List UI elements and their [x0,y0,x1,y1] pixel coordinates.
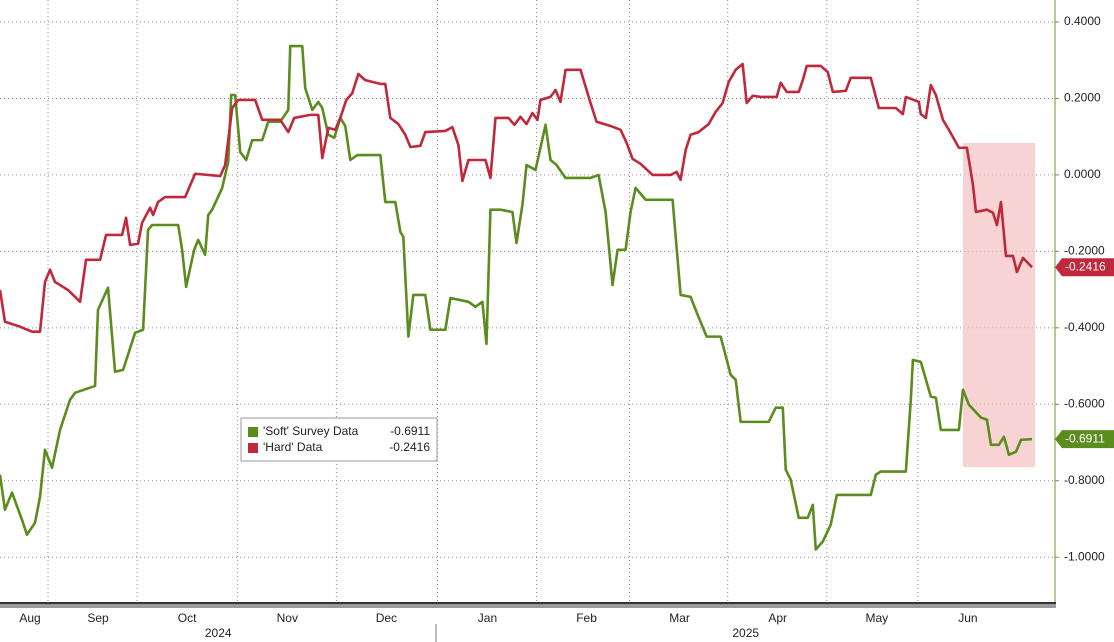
x-tick-label: Feb [576,611,597,625]
y-tick-label: 0.4000 [1064,14,1101,28]
y-tick-label: -0.6000 [1064,396,1105,410]
x-axis [0,602,1056,604]
y-tick-label: -0.4000 [1064,320,1105,334]
last-value-tag [1055,430,1114,449]
last-value-label: -0.6911 [1065,431,1105,445]
legend-box [240,417,438,462]
series-line [0,44,1033,551]
x-tick-label: Apr [768,611,787,625]
legend-value: -0.2416 [389,440,430,454]
y-tick-label: -1.0000 [1064,549,1105,563]
y-tick-label: -0.2000 [1064,244,1105,258]
last-value-tags: -0.6911 -0.2416 [1055,258,1114,449]
legend-value: -0.6911 [390,424,430,438]
last-value-label: -0.2416 [1065,259,1106,273]
x-tick-label: Sep [87,611,109,625]
x-tick-label: Jan [478,611,497,625]
x-tick-label: Mar [669,611,690,625]
series-line [0,62,1033,333]
legend-label: 'Hard' Data [263,440,323,454]
x-axis-band [0,604,1056,608]
legend-swatch [248,427,258,437]
y-tick-label: 0.0000 [1064,167,1101,181]
year-label: 2024 [205,626,232,640]
year-label: 2025 [732,626,759,640]
x-tick-label: Aug [19,611,40,625]
lines [0,44,1033,551]
x-tick-label: Jun [958,611,977,625]
y-tick-label: -0.8000 [1064,473,1105,487]
legend-label: 'Soft' Survey Data [263,424,359,438]
x-tick-label: Dec [376,611,397,625]
last-value-tag [1055,258,1114,277]
x-tick-label: Nov [277,611,298,625]
x-tick-label: May [865,611,888,625]
y-tick-label: 0.2000 [1064,91,1101,105]
legend-swatch [248,443,258,453]
x-tick-label: Oct [178,611,197,625]
legend: 'Soft' Survey Data -0.6911 'Hard' Data -0.2… [240,417,438,462]
grid [0,0,1055,602]
